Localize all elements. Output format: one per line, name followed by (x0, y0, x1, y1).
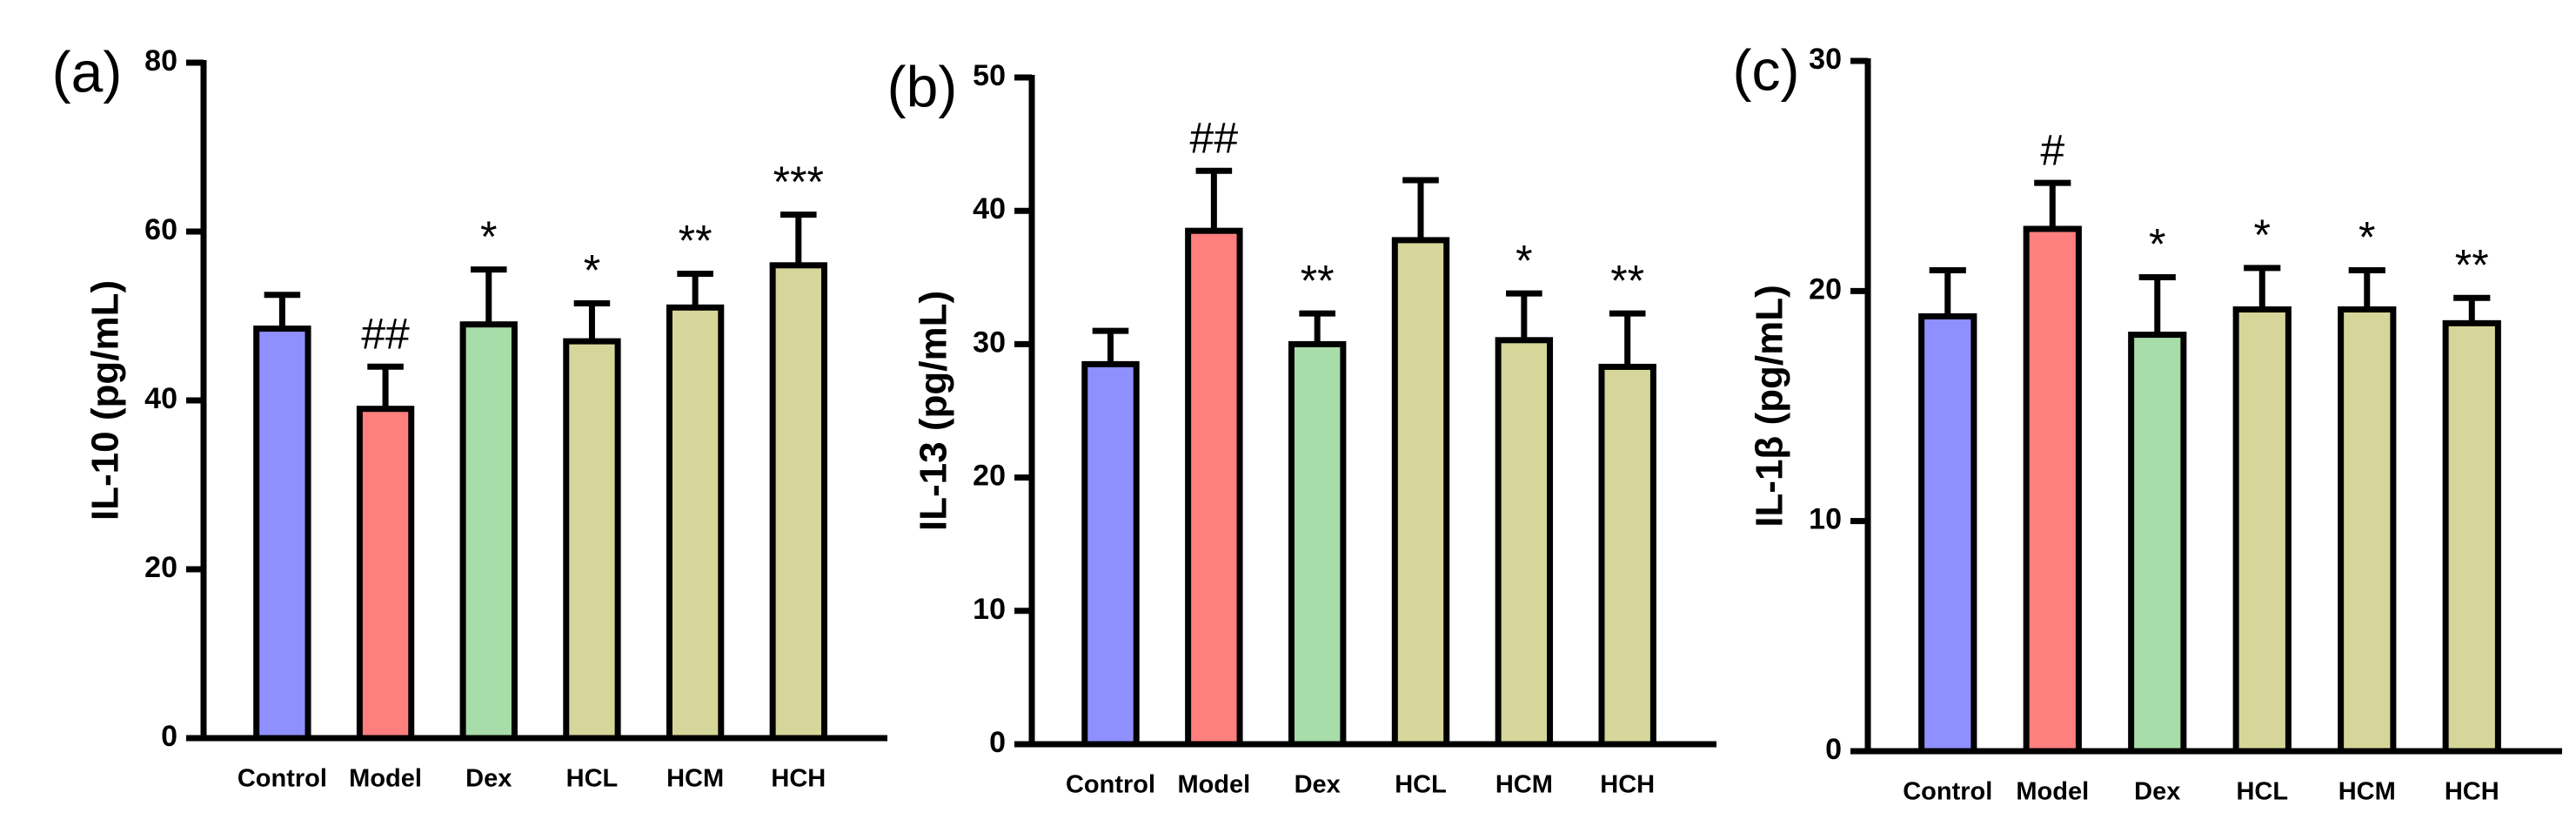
y-tick-label: 50 (973, 59, 1006, 92)
bar (2338, 306, 2397, 755)
y-axis-label: IL-13 (pg/mL) (913, 291, 955, 531)
significance-label: * (584, 246, 600, 295)
y-tick-label: 80 (144, 44, 177, 77)
x-tick-label: Control (238, 765, 327, 793)
y-tick-label: 40 (144, 382, 177, 415)
bar (563, 338, 621, 742)
bar (1918, 312, 1977, 755)
bar (666, 304, 725, 742)
x-tick-label: HCL (566, 765, 619, 793)
x-tick-label: Dex (465, 765, 512, 793)
bar (1185, 227, 1243, 748)
significance-label: * (2149, 220, 2165, 269)
y-tick-label: 20 (1809, 272, 1842, 306)
bar (1081, 360, 1140, 748)
bar (1495, 337, 1554, 748)
significance-label: ** (1610, 256, 1644, 305)
bar (356, 406, 415, 742)
y-tick-label: 30 (1809, 43, 1842, 76)
bar (769, 262, 827, 742)
panel-label: (a) (52, 39, 123, 104)
x-tick-label: HCM (1495, 771, 1553, 799)
x-tick-label: HCL (1395, 771, 1447, 799)
significance-label: * (2254, 211, 2271, 259)
bar (2442, 319, 2501, 755)
significance-label: * (480, 212, 497, 261)
x-tick-label: Control (1066, 771, 1155, 799)
y-tick-label: 10 (973, 593, 1006, 626)
y-tick-label: 20 (973, 460, 1006, 493)
bar (2023, 225, 2082, 755)
significance-label: * (1515, 236, 1532, 285)
y-axis-label: IL-10 (pg/mL) (84, 280, 127, 521)
y-tick-label: 0 (161, 720, 177, 753)
bar (2232, 306, 2292, 755)
x-tick-label: Model (2016, 778, 2089, 806)
significance-label: ## (361, 309, 410, 358)
significance-label: # (2040, 125, 2064, 174)
y-tick-label: 0 (1825, 733, 1842, 766)
x-tick-label: HCH (2445, 778, 2499, 806)
x-tick-label: HCM (2338, 778, 2396, 806)
bar (253, 326, 311, 742)
bar (1391, 237, 1450, 748)
significance-label: ** (1301, 256, 1335, 305)
bar (2128, 332, 2187, 755)
bar (1288, 340, 1347, 748)
significance-label: ## (1190, 113, 1239, 162)
y-tick-label: 10 (1809, 503, 1842, 536)
x-tick-label: HCL (2236, 778, 2288, 806)
bar (1598, 363, 1656, 748)
x-tick-label: Model (349, 765, 422, 793)
significance-label: *** (773, 158, 824, 206)
panel-label: (b) (887, 54, 958, 118)
x-tick-label: Dex (1295, 771, 1341, 799)
significance-label: ** (679, 217, 713, 265)
x-tick-label: HCH (771, 765, 826, 793)
x-tick-label: Control (1903, 778, 1992, 806)
y-tick-label: 0 (989, 726, 1006, 759)
x-tick-label: Model (1177, 771, 1250, 799)
y-axis-label: IL-1β (pg/mL) (1749, 285, 1791, 527)
x-tick-label: HCM (666, 765, 724, 793)
x-tick-label: Dex (2134, 778, 2180, 806)
y-tick-label: 60 (144, 213, 177, 246)
significance-label: * (2359, 213, 2375, 262)
x-tick-label: HCH (1600, 771, 1655, 799)
panel-label: (c) (1733, 37, 1800, 102)
y-tick-label: 30 (973, 326, 1006, 359)
y-tick-label: 40 (973, 192, 1006, 225)
bar (459, 321, 518, 742)
y-tick-label: 20 (144, 551, 177, 584)
significance-label: ** (2455, 240, 2489, 289)
